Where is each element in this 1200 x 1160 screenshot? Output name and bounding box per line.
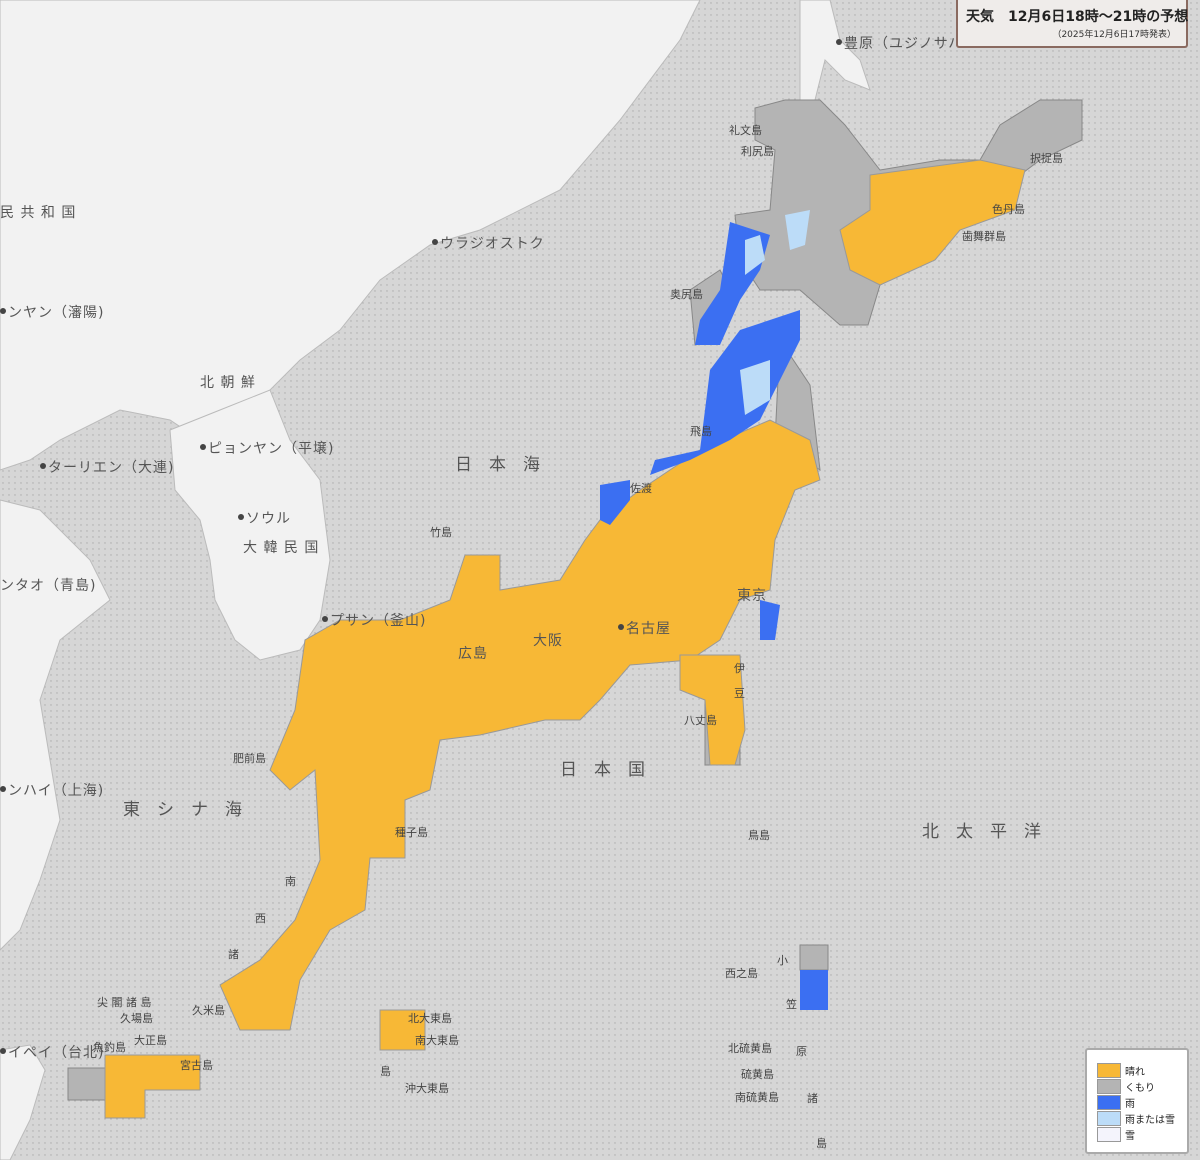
place-label: 歯舞群島 — [962, 230, 1006, 243]
place-label: 種子島 — [395, 826, 428, 839]
legend: 晴れ くもり 雨 雨または雪 雪 — [1085, 1048, 1189, 1154]
place-label: 肥前島 — [233, 752, 266, 765]
place-label: 笠 — [786, 998, 797, 1011]
place-label: 東京 — [737, 588, 767, 604]
sea-label: 日 本 海 — [455, 455, 540, 475]
place-label: 豊原（ユジノサハ — [844, 36, 964, 52]
city-marker-icon — [0, 786, 6, 792]
place-label: 鳥島 — [748, 829, 770, 842]
place-label: ピョンヤン（平壌) — [208, 441, 335, 457]
place-label: 広島 — [458, 646, 488, 662]
city-marker-icon — [836, 39, 842, 45]
title-box: 天気 12月6日18時〜21時の予想 （2025年12月6日17時発表） — [956, 0, 1188, 48]
place-label: 南硫黄島 — [735, 1091, 779, 1104]
place-label: 諸 — [807, 1092, 818, 1105]
place-label: 民 共 和 国 — [0, 205, 77, 221]
city-marker-icon — [618, 624, 624, 630]
place-label: 西 — [255, 912, 266, 925]
place-label: 奥尻島 — [670, 288, 703, 301]
place-label: 佐渡 — [630, 482, 652, 495]
place-label: 飛島 — [690, 425, 712, 438]
city-marker-icon — [238, 514, 244, 520]
place-label: 魚釣島 — [93, 1041, 126, 1054]
legend-item-rain: 雨 — [1097, 1094, 1135, 1110]
place-label: 北大東島 — [408, 1012, 452, 1025]
place-label: 礼文島 — [729, 124, 762, 137]
legend-item-sunny: 晴れ — [1097, 1062, 1145, 1078]
china-coast — [0, 499, 111, 951]
place-label: 小 — [777, 954, 788, 967]
place-label: ンヤン（瀋陽) — [8, 305, 105, 321]
sea-label: 日 本 国 — [560, 760, 645, 780]
place-label: 西之島 — [725, 967, 758, 980]
place-label: ンハイ（上海) — [8, 783, 105, 799]
forecast-rain-or-snow — [740, 210, 810, 415]
forecast-sunny — [104, 159, 1026, 1119]
place-label: 大正島 — [134, 1034, 167, 1047]
continent-land — [0, 0, 701, 471]
city-marker-icon — [322, 616, 328, 622]
place-label: 島 — [380, 1065, 391, 1078]
place-label: 竹島 — [430, 526, 452, 539]
place-label: 北硫黄島 — [728, 1042, 772, 1055]
place-label: 北 朝 鮮 — [200, 375, 256, 391]
place-label: 南大東島 — [415, 1034, 459, 1047]
place-label: ウラジオストク — [440, 236, 545, 252]
place-label: 沖大東島 — [405, 1082, 449, 1095]
place-label: イペイ（台北) — [8, 1045, 105, 1061]
place-label: 大阪 — [533, 633, 563, 649]
taiwan — [0, 1044, 46, 1160]
korean-peninsula — [169, 389, 331, 661]
city-marker-icon — [200, 444, 206, 450]
forecast-title: 天気 12月6日18時〜21時の予想 — [966, 9, 1189, 25]
legend-item-rain-or-snow: 雨または雪 — [1097, 1110, 1175, 1126]
place-label: ンタオ（青島) — [0, 578, 97, 594]
place-label: 択捉島 — [1030, 152, 1063, 165]
place-label: 豆 — [734, 687, 745, 700]
place-label: 八丈島 — [684, 714, 717, 727]
place-label: ターリエン（大連) — [48, 460, 175, 476]
city-marker-icon — [0, 308, 6, 314]
place-label: 色丹島 — [992, 203, 1025, 216]
place-label: 宮古島 — [180, 1059, 213, 1072]
place-label: 久米島 — [192, 1004, 225, 1017]
place-label: プサン（釜山) — [330, 613, 427, 629]
place-label: 硫黄島 — [741, 1068, 774, 1081]
place-label: 諸 — [228, 948, 239, 961]
sea-label: 北 太 平 洋 — [922, 822, 1041, 842]
place-label: 原 — [796, 1045, 807, 1058]
place-label: 名古屋 — [626, 621, 671, 637]
place-label: 利尻島 — [741, 145, 774, 158]
city-marker-icon — [432, 239, 438, 245]
legend-item-cloudy: くもり — [1097, 1078, 1155, 1094]
place-label: 久場島 — [120, 1012, 153, 1025]
issued-time: （2025年12月6日17時発表） — [1052, 30, 1176, 40]
city-marker-icon — [0, 1048, 6, 1054]
legend-item-snow: 雪 — [1097, 1126, 1135, 1142]
place-label: 島 — [816, 1137, 827, 1150]
place-label: 南 — [285, 875, 296, 888]
place-label: 大 韓 民 国 — [243, 540, 320, 556]
city-marker-icon — [40, 463, 46, 469]
place-label: ソウル — [246, 511, 291, 527]
place-label: 尖 閣 諸 島 — [97, 996, 152, 1009]
sea-label: 東 シ ナ 海 — [123, 800, 242, 820]
place-label: 伊 — [734, 662, 745, 675]
